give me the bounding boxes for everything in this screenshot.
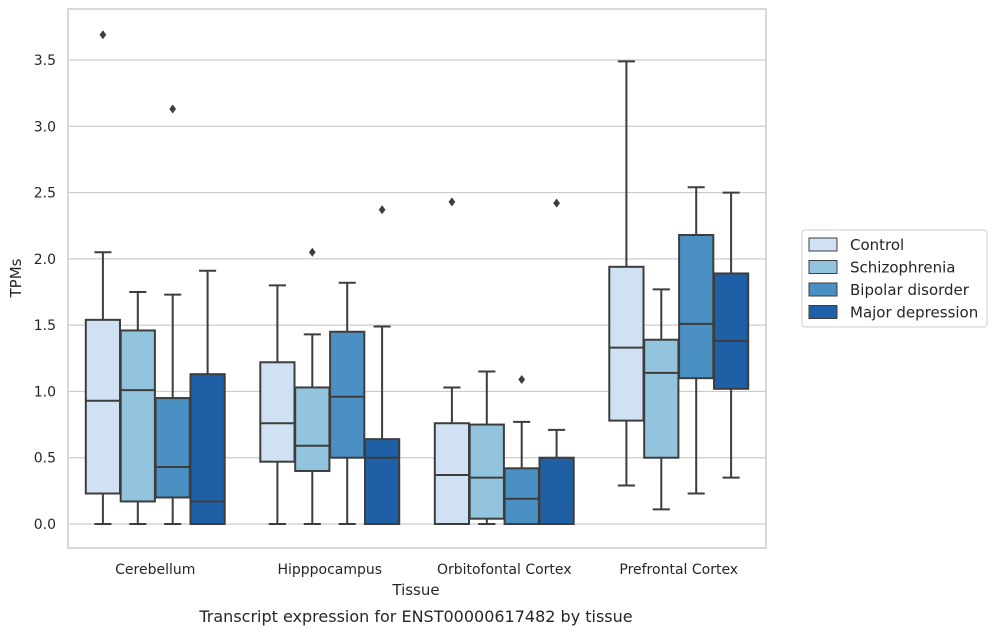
- box-body: [712, 272, 750, 390]
- box-body: [154, 397, 191, 499]
- legend-label: Major depression: [850, 304, 978, 322]
- outlier-point: [553, 198, 560, 208]
- plot-area-frame: [67, 8, 767, 549]
- x-tick-label: Cerebellum: [115, 562, 195, 578]
- x-tick-label: Hipppocampus: [277, 562, 382, 578]
- legend-swatch: [808, 282, 838, 297]
- box-body: [329, 330, 366, 459]
- box-body: [189, 373, 226, 525]
- legend-swatch: [808, 237, 838, 252]
- box-body: [608, 265, 645, 422]
- y-tick-labels: 0.0 0.5 1.0 1.5 2.0 2.5 3.0 3.5: [34, 53, 56, 533]
- chart-caption: Transcript expression for ENST0000061748…: [198, 607, 632, 626]
- x-tick-label: Prefrontal Cortex: [619, 562, 738, 578]
- outlier-point: [169, 104, 177, 114]
- box-body: [84, 318, 122, 495]
- box-schizophrenia: [468, 370, 505, 525]
- legend: Control Schizophrenia Bipolar disorder Majo…: [801, 229, 988, 328]
- y-axis-label: TPMs: [7, 258, 25, 298]
- legend-frame: [801, 229, 988, 328]
- box-schizophrenia: [119, 291, 156, 525]
- box-major-depression: [712, 191, 750, 479]
- legend-items: Control Schizophrenia Bipolar disorder Majo…: [808, 236, 978, 322]
- y-tick-label: 3.5: [34, 53, 56, 69]
- box-body: [503, 467, 540, 526]
- y-tick-label: 0.0: [34, 517, 56, 533]
- box-body: [363, 438, 401, 526]
- box-bipolar-disorder: [329, 281, 366, 525]
- box-body: [643, 338, 680, 459]
- box-body: [468, 423, 505, 520]
- y-tick-label: 1.5: [34, 318, 56, 334]
- legend-label: Bipolar disorder: [850, 281, 970, 299]
- box-major-depression: [189, 269, 226, 525]
- y-tick-label: 2.0: [34, 252, 56, 268]
- y-tick-label: 0.5: [34, 451, 56, 467]
- legend-label: Control: [850, 236, 904, 254]
- box-control: [433, 197, 471, 526]
- box-body: [294, 386, 331, 472]
- box-body: [678, 233, 715, 380]
- box-control: [259, 284, 296, 525]
- legend-swatch: [808, 260, 838, 274]
- box-control: [84, 30, 122, 525]
- x-tick-labels: Cerebellum Hipppocampus Orbitofontal Corte…: [115, 562, 738, 578]
- y-tick-label: 2.5: [34, 186, 56, 202]
- boxes: [84, 30, 750, 526]
- x-axis-label: Tissue: [391, 581, 439, 599]
- box-bipolar-disorder: [678, 186, 715, 495]
- legend-swatch: [808, 305, 838, 319]
- box-body: [119, 329, 156, 503]
- outlier-point: [378, 205, 386, 215]
- y-tick-label: 3.0: [34, 119, 56, 135]
- outlier-point: [518, 374, 526, 384]
- legend-label: Schizophrenia: [850, 259, 955, 277]
- outlier-point: [308, 247, 316, 257]
- x-tick-label: Orbitofontal Cortex: [437, 562, 572, 578]
- box-body: [433, 422, 471, 526]
- box-schizophrenia: [643, 288, 680, 511]
- box-major-depression: [538, 198, 575, 526]
- box-body: [538, 456, 575, 526]
- outlier-point: [99, 30, 107, 40]
- y-tick-label: 1.0: [34, 384, 56, 400]
- box-body: [259, 361, 296, 463]
- box-major-depression: [363, 205, 401, 526]
- outlier-point: [448, 197, 456, 207]
